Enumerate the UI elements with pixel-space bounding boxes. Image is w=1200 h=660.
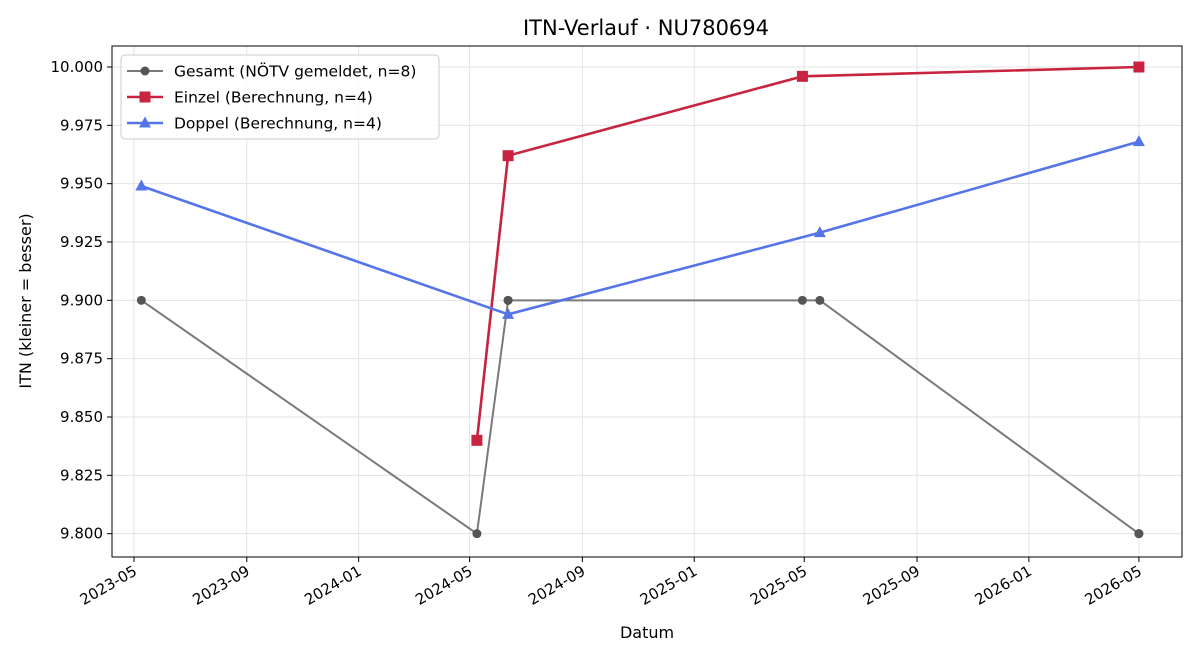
data-point (472, 529, 482, 539)
x-tick-label: 2023-09 (189, 562, 252, 609)
x-tick-label: 2025-09 (860, 562, 923, 609)
legend-marker (140, 66, 150, 76)
legend-marker (139, 91, 151, 103)
legend-marker (139, 116, 151, 128)
chart-title: ITN-Verlauf · NU780694 (523, 16, 769, 40)
legend: Gesamt (NÖTV gemeldet, n=8) Einzel (Berec… (120, 54, 440, 140)
x-tick-label: 2026-01 (972, 562, 1035, 609)
series-line (475, 65, 1139, 441)
gridlines (112, 46, 1182, 557)
data-point (815, 295, 825, 305)
data-point (797, 295, 807, 305)
y-tick-label: 9.975 (60, 116, 103, 134)
legend-label: Doppel (Berechnung, n=4) (174, 115, 382, 133)
y-axis-label: ITN (kleiner = besser) (16, 213, 35, 388)
x-tick-label: 2025-01 (637, 562, 700, 609)
data-point (502, 307, 515, 319)
y-tick-label: 9.825 (60, 466, 103, 484)
data-point (796, 70, 808, 82)
y-tick-label: 9.950 (60, 175, 103, 193)
series-2 (135, 135, 1145, 319)
x-axis-label: Datum (620, 623, 674, 642)
y-tick-label: 9.900 (60, 291, 103, 309)
y-tick-label: 10.000 (51, 58, 104, 76)
x-tick-label: 2024-01 (301, 562, 364, 609)
series-layer (135, 61, 1145, 539)
data-point (1134, 529, 1144, 539)
y-tick-label: 9.850 (60, 408, 103, 426)
plot-frame (111, 45, 1183, 558)
data-point (813, 226, 826, 238)
x-tick-label: 2023-05 (77, 562, 140, 609)
data-point (471, 434, 483, 446)
series-1 (471, 61, 1145, 446)
legend-label: Gesamt (NÖTV gemeldet, n=8) (174, 62, 416, 81)
y-tick-label: 9.875 (60, 350, 103, 368)
data-point (502, 150, 514, 162)
y-tick-label: 9.800 (60, 525, 103, 543)
legend-label: Einzel (Berechnung, n=4) (174, 89, 373, 107)
x-tick-label: 2024-05 (412, 562, 475, 609)
data-point (1133, 61, 1145, 73)
series-line (140, 299, 1140, 535)
x-tick-label: 2024-09 (525, 562, 588, 609)
data-point (136, 295, 146, 305)
series-0 (136, 295, 1144, 539)
series-line (140, 140, 1140, 316)
y-tick-label: 9.925 (60, 233, 103, 251)
y-axis: 9.800 9.825 9.850 9.875 9.900 9.925 9.950 9.975… (51, 58, 112, 543)
legend-box (120, 54, 440, 140)
x-tick-label: 2026-05 (1082, 562, 1145, 609)
data-point (1132, 135, 1145, 147)
x-tick-label: 2025-05 (747, 562, 810, 609)
data-point (503, 295, 513, 305)
x-axis: 2023-05 2023-09 2024-01 2024-05 2024-09 2025-… (77, 557, 1145, 609)
data-point (135, 179, 148, 191)
